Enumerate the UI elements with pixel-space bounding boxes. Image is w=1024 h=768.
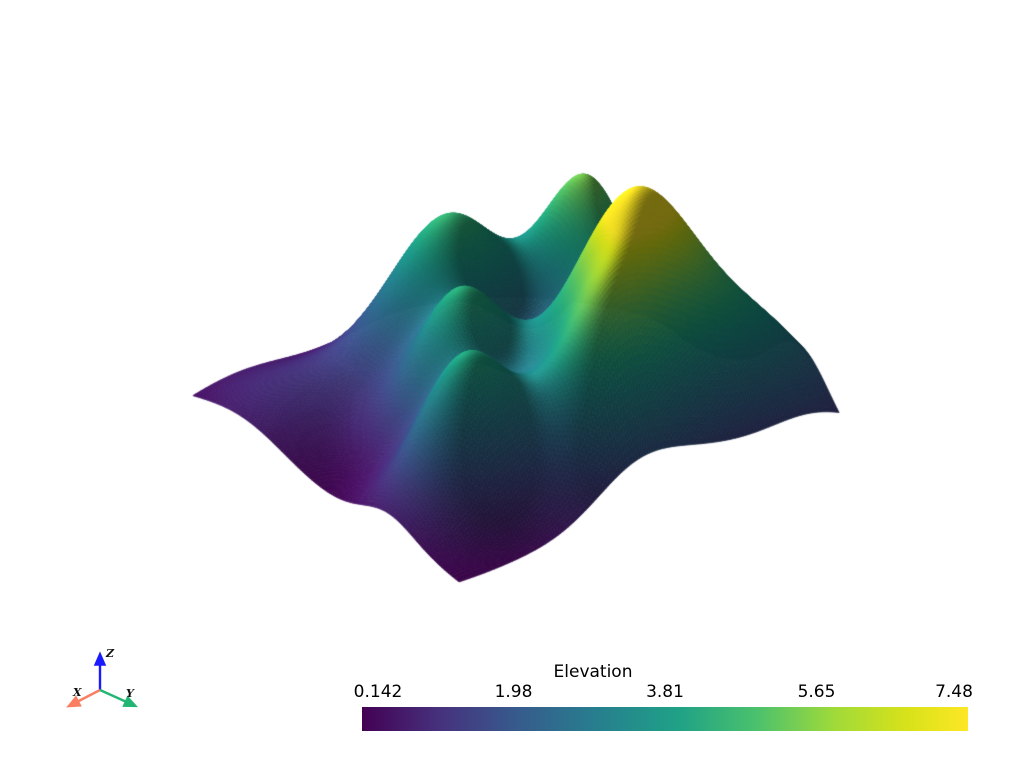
scalar-bar-tick-labels: 0.142 1.98 3.81 5.65 7.48 [354,682,973,706]
scalar-bar-gradient [362,707,968,731]
x-axis-label: X [72,686,82,699]
z-axis-label: Z [105,647,115,660]
scalar-bar-title: Elevation [362,662,968,682]
y-axis-label: Y [126,687,135,700]
scalar-bar: Elevation 0.142 1.98 3.81 5.65 7.48 [354,662,973,732]
scalar-bar-title-text: Elevation [553,662,633,682]
orientation-axes-widget[interactable]: Z X Y [52,638,156,730]
x-axis-arrow [66,688,101,708]
scalar-bar-tick-4: 7.48 [935,682,973,702]
scalar-bar-tick-3: 5.65 [797,682,836,702]
scalar-bar-tick-1: 1.98 [494,682,533,702]
scalar-bar-tick-2: 3.81 [646,682,684,702]
orientation-axes-svg: Z X Y [66,647,138,708]
scalar-bar-tick-0: 0.142 [353,682,403,702]
y-axis-arrow [99,688,138,708]
